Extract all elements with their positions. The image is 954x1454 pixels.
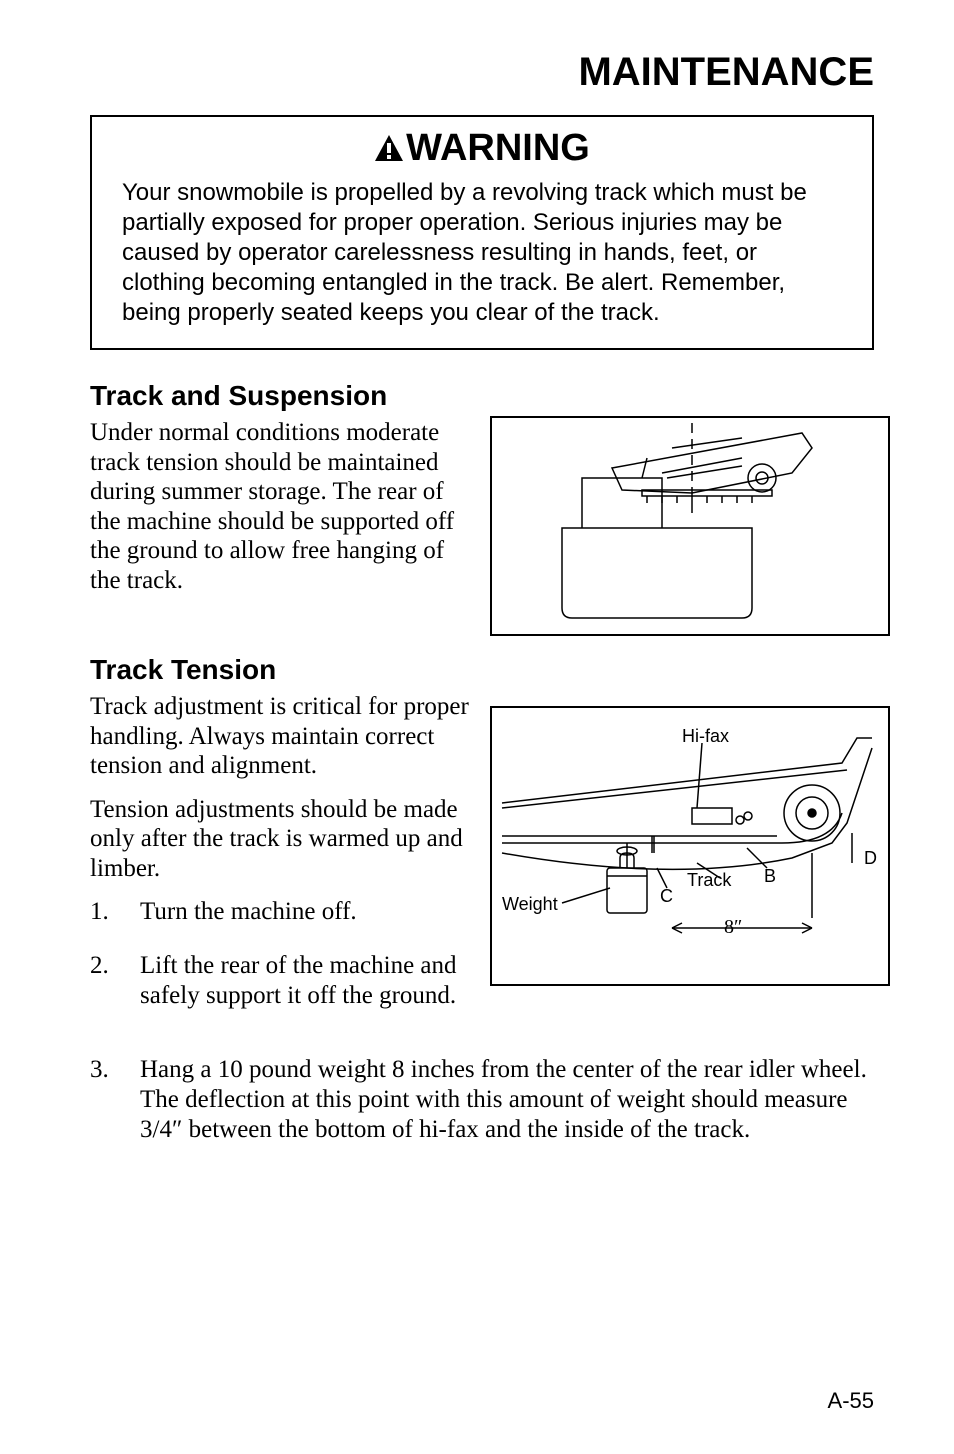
section-track-suspension-title: Track and Suspension <box>90 380 470 412</box>
warning-box: WARNING Your snowmobile is propelled by … <box>90 115 874 350</box>
figure-label-hifax: Hi-fax <box>682 726 729 747</box>
step-2: 2.Lift the rear of the machine and safel… <box>90 951 470 1011</box>
page-title: MAINTENANCE <box>90 50 874 95</box>
step-1: 1.Turn the machine off. <box>90 897 470 927</box>
figure-track-tension: Hi-fax Track Weight B C D 8″ <box>490 706 890 986</box>
section-track-tension-para2: Tension adjustments should be made only … <box>90 795 470 884</box>
figure-label-b: B <box>764 866 776 887</box>
figure-label-8in: 8″ <box>724 916 742 939</box>
figure-label-d: D <box>864 848 877 869</box>
step-3-text: Hang a 10 pound weight 8 inches from the… <box>140 1055 874 1145</box>
step-3: 3.Hang a 10 pound weight 8 inches from t… <box>90 1055 874 1145</box>
warning-body-text: Your snowmobile is propelled by a revolv… <box>122 178 842 328</box>
figure-storage-stand <box>490 416 890 636</box>
section-track-suspension-para: Under normal conditions moderate track t… <box>90 418 470 595</box>
warning-header-text: WARNING <box>406 127 590 169</box>
figure-label-weight: Weight <box>502 894 558 915</box>
warning-triangle-icon <box>374 134 404 162</box>
step-1-text: Turn the machine off. <box>140 897 470 927</box>
section-track-tension-para1: Track adjustment is critical for proper … <box>90 692 470 781</box>
warning-header: WARNING <box>122 127 842 170</box>
figure-label-c: C <box>660 886 673 907</box>
step-2-text: Lift the rear of the machine and safely … <box>140 951 470 1011</box>
section-track-tension-title: Track Tension <box>90 654 470 686</box>
figure-label-track: Track <box>687 870 731 891</box>
page-number: A-55 <box>828 1388 874 1414</box>
